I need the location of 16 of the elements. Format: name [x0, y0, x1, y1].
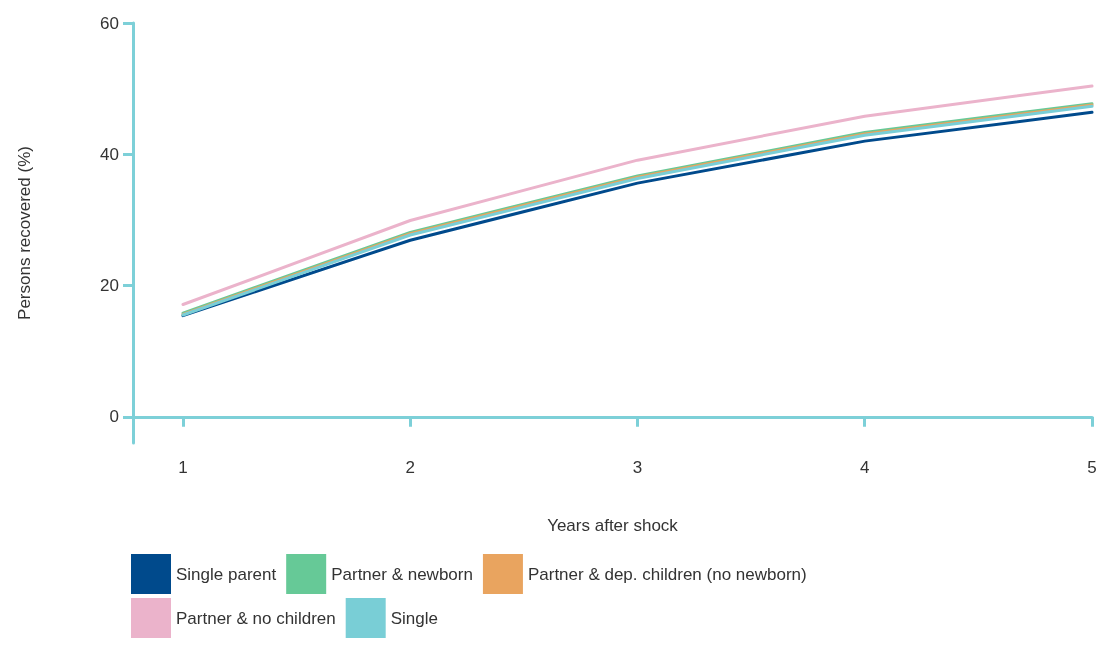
x-tick-label: 5 [1087, 458, 1097, 477]
legend-label: Single [390, 608, 438, 628]
x-tick-label: 3 [632, 458, 643, 477]
legend-label: Partner & newborn [331, 564, 473, 584]
x-axis-title: Years after shock [547, 516, 679, 535]
x-tick-label: 2 [405, 458, 415, 477]
y-axis-title: Persons recovered (%) [15, 146, 34, 320]
legend-label: Partner & no children [176, 608, 336, 628]
y-tick-label: 40 [100, 144, 119, 164]
legend-label: Partner & dep. children (no newborn) [527, 564, 807, 584]
y-tick-label: 20 [100, 276, 119, 295]
y-tick-label: 0 [109, 407, 119, 427]
x-tick-label: 1 [178, 458, 188, 477]
y-tick-label: 60 [100, 13, 119, 33]
legend-label: Single parent [176, 564, 277, 584]
x-tick-label: 4 [860, 458, 870, 477]
